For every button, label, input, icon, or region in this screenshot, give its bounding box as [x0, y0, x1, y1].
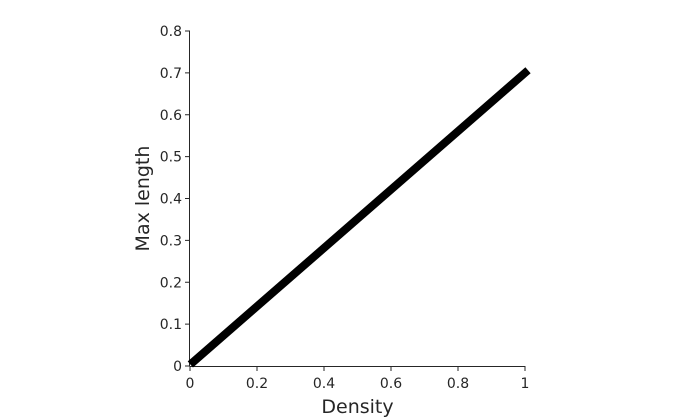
series-lines [187, 67, 531, 368]
y-tick-label: 0.2 [160, 275, 182, 291]
x-axis-label: Density [321, 396, 393, 418]
y-tick-label: 0.8 [160, 24, 182, 40]
y-tick-label: 0.6 [160, 108, 182, 124]
x-tick-label: 0.2 [246, 376, 268, 392]
y-tick-label: 0 [173, 359, 182, 375]
x-tick-label: 0.4 [313, 376, 335, 392]
x-axis-ticks: 0 0.2 0.4 0.6 0.8 1 [186, 366, 530, 392]
x-tick-label: 0.8 [447, 376, 469, 392]
x-tick-label: 0.6 [380, 376, 402, 392]
x-tick-label: 0 [186, 376, 195, 392]
y-tick-label: 0.4 [160, 192, 182, 208]
y-axis-ticks: 0 0.1 0.2 0.3 0.4 0.5 0.6 0.7 0.8 [160, 24, 190, 375]
y-tick-label: 0.1 [160, 317, 182, 333]
y-tick-label: 0.7 [160, 66, 182, 82]
x-tick-label: 1 [521, 376, 530, 392]
y-axis-label: Max length [132, 146, 154, 252]
y-tick-label: 0.3 [160, 233, 182, 249]
series-line [187, 67, 531, 368]
y-tick-label: 0.5 [160, 150, 182, 166]
